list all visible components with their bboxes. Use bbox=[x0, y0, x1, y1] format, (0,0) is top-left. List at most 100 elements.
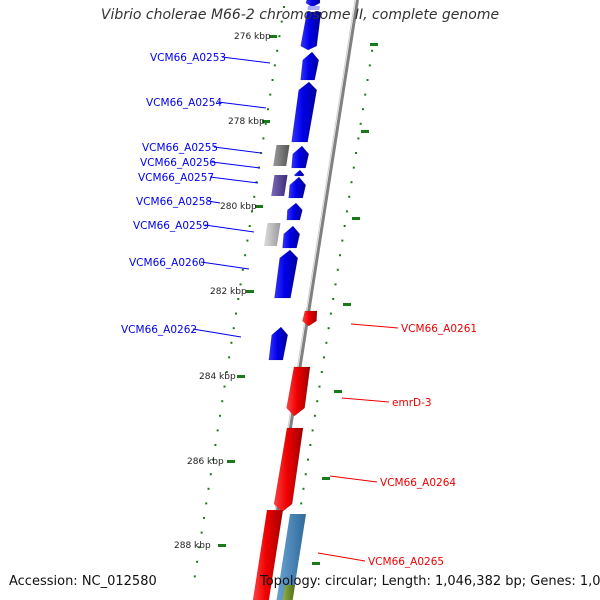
tick-dot-outer bbox=[352, 166, 355, 169]
tick-dot-outer bbox=[329, 312, 332, 315]
tick-dot-inner bbox=[260, 152, 263, 154]
gene-label-reverse[interactable]: VCM66_A0264 bbox=[380, 477, 456, 489]
tick-mark-inner bbox=[269, 35, 277, 38]
tick-mark-inner bbox=[237, 375, 245, 378]
tick-mark-outer bbox=[370, 43, 378, 46]
tick-mark-inner bbox=[227, 460, 235, 463]
gene-arrow-VCM66_A0261[interactable] bbox=[302, 310, 318, 327]
tick-mark-outer bbox=[352, 217, 360, 220]
tick-dot-outer bbox=[304, 473, 307, 476]
gene-label-forward[interactable]: VCM66_A0258 bbox=[136, 196, 212, 208]
tick-mark-outer bbox=[322, 477, 330, 480]
tick-dot-outer bbox=[309, 444, 312, 446]
tick-dot-outer bbox=[339, 254, 342, 257]
gene-label-leader bbox=[329, 475, 378, 483]
tick-dot-inner bbox=[250, 210, 253, 213]
tick-dot-inner bbox=[280, 20, 283, 23]
tick-mark-inner bbox=[218, 544, 226, 547]
gene-arrow-VCM66_A0253b[interactable] bbox=[300, 51, 320, 81]
gene-label-forward[interactable]: VCM66_A0257 bbox=[138, 172, 214, 184]
tick-dot-inner bbox=[214, 444, 217, 446]
tick-mark-inner bbox=[255, 205, 263, 208]
tick-dot-outer bbox=[341, 239, 344, 242]
tick-dot-outer bbox=[311, 429, 314, 432]
tick-dot-outer bbox=[348, 195, 351, 198]
gene-label-reverse[interactable]: VCM66_A0265 bbox=[368, 556, 444, 568]
tick-dot-outer bbox=[323, 356, 326, 359]
gene-label-leader bbox=[209, 176, 259, 184]
gene-label-forward[interactable]: VCM66_A0260 bbox=[129, 257, 205, 269]
gene-arrow-VCM66_A0252[interactable] bbox=[305, 0, 321, 8]
tick-label: 280 kbp bbox=[220, 202, 257, 212]
tick-label: 278 kbp bbox=[228, 117, 265, 127]
gene-arrow-VCM66_A0262[interactable] bbox=[268, 326, 289, 361]
gene-label-reverse[interactable]: emrD-3 bbox=[392, 397, 432, 409]
gene-box-purple[interactable] bbox=[271, 175, 288, 196]
gene-label-leader bbox=[200, 261, 250, 270]
gene-arrow-VCM66_A0257[interactable] bbox=[288, 176, 307, 199]
gene-box-pseudo-2[interactable] bbox=[263, 223, 281, 246]
gene-arrow-VCM66_A0265[interactable] bbox=[252, 510, 283, 600]
tick-dot-inner bbox=[278, 35, 281, 38]
tick-dot-outer bbox=[361, 108, 364, 111]
accession-text: Accession: NC_012580 bbox=[9, 574, 157, 589]
tick-dot-inner bbox=[253, 195, 256, 198]
gene-box-pseudo-1[interactable] bbox=[273, 145, 290, 166]
gene-label-forward[interactable]: VCM66_A0256 bbox=[140, 157, 216, 169]
gene-box-steel[interactable] bbox=[276, 514, 306, 600]
tick-dot-outer bbox=[325, 341, 328, 344]
gene-label-leader bbox=[213, 146, 262, 154]
tick-dot-inner bbox=[262, 137, 265, 140]
gene-label-forward[interactable]: VCM66_A0255 bbox=[142, 142, 218, 154]
tick-dot-inner bbox=[207, 487, 210, 490]
tick-dot-outer bbox=[318, 385, 321, 388]
tick-dot-inner bbox=[283, 6, 285, 8]
tick-dot-inner bbox=[241, 268, 244, 271]
tick-dot-inner bbox=[202, 517, 205, 519]
gene-label-forward[interactable]: VCM66_A0253 bbox=[150, 52, 226, 64]
tick-dot-inner bbox=[200, 531, 203, 534]
tick-dot-outer bbox=[357, 137, 360, 140]
gene-arrow-VCM66_A0253[interactable] bbox=[300, 11, 322, 51]
tick-dot-inner bbox=[234, 312, 237, 315]
tick-dot-inner bbox=[221, 400, 224, 403]
gene-label-forward[interactable]: VCM66_A0259 bbox=[133, 220, 209, 232]
tick-dot-outer bbox=[371, 49, 374, 52]
gene-label-leader bbox=[192, 328, 242, 338]
gene-arrow-VCM66_A0255[interactable] bbox=[291, 145, 310, 169]
tick-dot-outer bbox=[366, 79, 369, 81]
tick-dot-inner bbox=[273, 64, 276, 67]
gene-label-reverse[interactable]: VCM66_A0261 bbox=[401, 323, 477, 335]
tick-dot-inner bbox=[248, 225, 251, 227]
tick-dot-outer bbox=[320, 371, 323, 373]
tick-label: 284 kbp bbox=[199, 372, 236, 382]
gene-gap[interactable] bbox=[307, 6, 320, 10]
gene-arrow-VCM66_A0258[interactable] bbox=[286, 202, 303, 221]
gene-label-forward[interactable]: VCM66_A0262 bbox=[121, 324, 197, 336]
tick-label: 286 kbp bbox=[187, 457, 224, 467]
gene-box-green[interactable] bbox=[282, 585, 295, 600]
tick-dot-inner bbox=[237, 298, 240, 300]
tick-mark-inner bbox=[262, 120, 270, 123]
gene-label-forward[interactable]: VCM66_A0254 bbox=[146, 97, 222, 109]
tick-dot-inner bbox=[276, 49, 279, 52]
gene-arrow-VCM66_A0260[interactable] bbox=[274, 249, 299, 299]
gene-arrow-VCM66_A0264[interactable] bbox=[273, 427, 304, 513]
gene-label-leader bbox=[207, 200, 221, 204]
gene-arrow-VCM66_A0254[interactable] bbox=[291, 81, 318, 143]
tick-dot-outer bbox=[307, 458, 310, 461]
tick-label: 282 kbp bbox=[210, 287, 247, 297]
tick-dot-outer bbox=[350, 181, 353, 184]
gene-arrow-VCM66_A0256[interactable] bbox=[293, 169, 305, 177]
tick-dot-outer bbox=[345, 210, 348, 213]
gene-arrow-VCM66_A0259[interactable] bbox=[282, 225, 301, 249]
tick-dot-inner bbox=[209, 473, 212, 476]
tick-dot-inner bbox=[230, 341, 233, 344]
gene-arrow-emrD-3[interactable] bbox=[286, 366, 311, 417]
tick-dot-inner bbox=[228, 356, 231, 359]
tick-dot-inner bbox=[225, 371, 228, 373]
tick-dot-inner bbox=[266, 108, 269, 111]
topology-text: Topology: circular; Length: 1,046,382 bp… bbox=[260, 574, 600, 589]
tick-dot-inner bbox=[198, 546, 201, 549]
